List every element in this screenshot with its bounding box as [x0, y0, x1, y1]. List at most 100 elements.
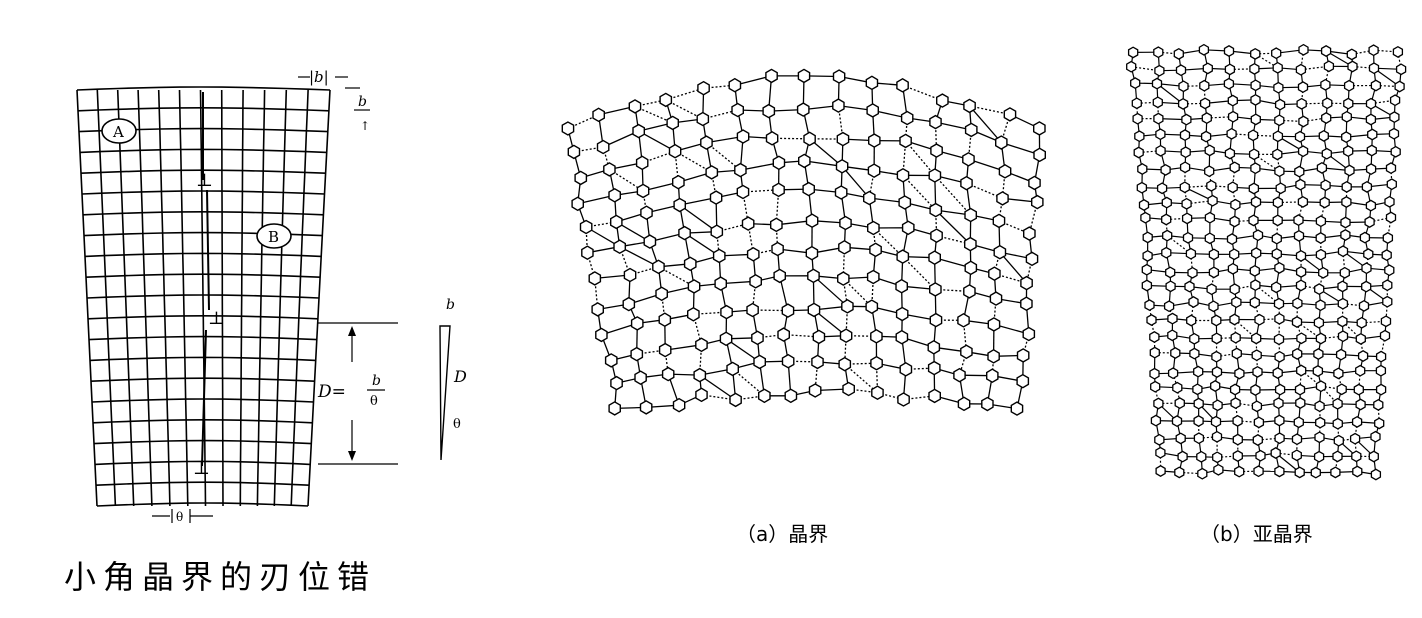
- atom: [1248, 148, 1260, 161]
- atom: [696, 111, 710, 127]
- atom: [1320, 179, 1331, 192]
- atom: [1224, 147, 1236, 160]
- atom: [773, 268, 787, 284]
- atom: [863, 190, 876, 206]
- atom: [700, 135, 713, 150]
- atom: [1272, 61, 1283, 74]
- atom: [1181, 212, 1193, 225]
- lattice-column-line: [137, 89, 153, 507]
- atom: [1320, 45, 1332, 57]
- atom: [1020, 296, 1033, 312]
- atom: [1365, 199, 1377, 212]
- atom: [1211, 430, 1223, 443]
- atom: [1234, 465, 1245, 478]
- atom: [1230, 397, 1241, 410]
- dislocation-symbol-2: ⊥: [208, 308, 225, 329]
- atom: [769, 217, 783, 233]
- atom: [929, 282, 942, 297]
- atomic-bond: [1276, 220, 1279, 239]
- atom: [1332, 417, 1343, 430]
- atom: [1296, 97, 1307, 110]
- atom: [1316, 161, 1328, 174]
- atom: [1223, 45, 1235, 57]
- atom: [1343, 79, 1355, 92]
- atom: [1339, 266, 1350, 279]
- atomic-bond: [905, 140, 936, 176]
- atom: [1321, 147, 1332, 160]
- atom: [777, 327, 791, 342]
- atom: [1315, 416, 1326, 429]
- atom: [1310, 466, 1321, 479]
- atom: [867, 163, 881, 179]
- atom: [895, 278, 908, 294]
- atom: [1206, 283, 1217, 296]
- atom: [1208, 266, 1220, 279]
- atom: [1132, 112, 1143, 125]
- atomic-bond: [1234, 219, 1254, 223]
- atom: [1337, 280, 1348, 293]
- lattice-row-line: [77, 106, 329, 112]
- atomic-bond: [1211, 272, 1215, 290]
- atom: [1292, 347, 1303, 360]
- theta-dimension: [152, 509, 213, 523]
- atom: [1314, 400, 1325, 413]
- atom: [1153, 112, 1164, 125]
- atom: [596, 139, 610, 155]
- atomic-bond: [1354, 438, 1357, 457]
- atomic-bond: [1198, 436, 1218, 439]
- atom: [1271, 247, 1282, 260]
- atom: [1314, 431, 1325, 444]
- atomic-bond: [1203, 85, 1206, 104]
- lattice-column-line: [199, 89, 207, 507]
- atom: [1196, 450, 1207, 463]
- atom: [964, 122, 978, 138]
- atom: [1130, 77, 1141, 90]
- atom: [1134, 130, 1145, 143]
- atomic-bond: [1354, 421, 1358, 439]
- atom: [1167, 367, 1179, 380]
- atom: [901, 220, 915, 236]
- atom: [1382, 279, 1393, 292]
- atomic-bond: [1278, 339, 1281, 357]
- atom: [1374, 417, 1385, 430]
- atom: [1395, 63, 1407, 76]
- atom: [1229, 283, 1240, 296]
- atom: [832, 69, 846, 84]
- atom: [1138, 199, 1150, 211]
- atom: [772, 155, 786, 171]
- atom: [765, 130, 779, 146]
- atom: [1171, 415, 1183, 428]
- atom: [1155, 446, 1166, 459]
- atom: [1294, 130, 1306, 143]
- atom: [1295, 279, 1307, 292]
- atom: [1337, 297, 1349, 310]
- atom: [1274, 414, 1285, 427]
- atom: [1230, 331, 1241, 344]
- atom: [1179, 129, 1191, 142]
- atom: [1149, 331, 1160, 343]
- atom: [841, 298, 854, 314]
- wedge-d-label: D: [453, 367, 467, 386]
- atom: [1382, 295, 1393, 308]
- atom: [1274, 261, 1285, 274]
- atomic-bond: [1320, 202, 1326, 222]
- atom: [964, 207, 977, 223]
- atom: [896, 167, 910, 183]
- atom: [1161, 213, 1172, 226]
- atom: [678, 225, 691, 241]
- lattice-row-line: [92, 418, 313, 424]
- atom: [1271, 281, 1282, 294]
- atom: [1388, 127, 1400, 140]
- atom: [1155, 465, 1166, 477]
- lattice-row-line: [96, 502, 309, 507]
- atom: [988, 266, 1001, 282]
- atom: [726, 361, 740, 377]
- atom: [1213, 463, 1224, 476]
- atomic-bond: [1358, 370, 1361, 390]
- atom: [987, 348, 1000, 364]
- atom: [898, 195, 912, 210]
- atom: [673, 197, 687, 213]
- atom: [608, 187, 622, 203]
- atom: [1295, 63, 1307, 76]
- atom: [796, 102, 810, 117]
